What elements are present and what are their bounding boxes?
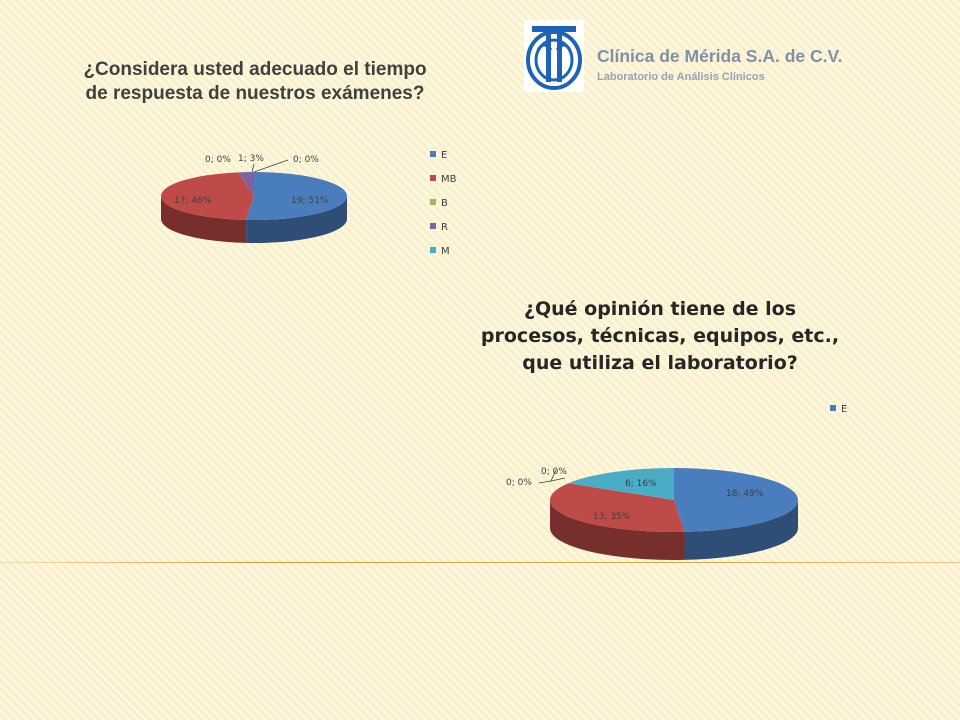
chart-2-slice-side-E (684, 500, 798, 560)
chart-2-data-label-B: 0; 0% (506, 478, 532, 488)
chart-2-data-label-E: 18; 49% (726, 489, 764, 499)
chart-1-data-label-E: 19; 51% (291, 196, 329, 206)
clinic-logo-icon (524, 20, 584, 92)
chart-2-data-label-R: 0; 0% (541, 467, 567, 477)
chart-1-legend-label: B (441, 198, 448, 209)
divider-line (0, 562, 960, 563)
chart-1-data-label-MB: 17; 46% (174, 196, 212, 206)
clinic-subtitle: Laboratorio de Análisis Clínicos (597, 71, 765, 83)
chart-2-data-label-M: 6; 16% (625, 479, 657, 489)
chart-2-title: ¿Qué opinión tiene de los procesos, técn… (480, 298, 840, 375)
chart-1-data-label-M: 0; 0% (293, 155, 319, 165)
chart-1-legend-swatch (430, 247, 436, 253)
chart-2-legend-swatch (830, 405, 836, 411)
chart-2-data-label-MB: 13; 35% (593, 512, 631, 522)
chart-2-slice-MB (550, 483, 685, 532)
chart-1-legend-item-E: E (430, 150, 447, 161)
chart-1-slice-side-MB (161, 196, 247, 243)
chart-2-legend-label: E (841, 404, 848, 415)
chart-1-data-label-R: 1; 3% (238, 154, 264, 164)
chart-1-legend-swatch (430, 223, 436, 229)
chart-1-legend-item-B: B (430, 198, 448, 209)
chart-1-legend-item-MB: MB (430, 174, 457, 185)
chart-1-legend-label: E (441, 150, 448, 161)
chart-1-leader-line (253, 159, 289, 173)
chart-1-legend-label: MB (441, 174, 457, 185)
chart-1-legend-swatch (430, 199, 436, 205)
chart-1-slice-R (238, 172, 254, 196)
chart-1-legend-swatch (430, 151, 436, 157)
chart-1-data-label-B: 0; 0% (205, 155, 231, 165)
chart-1-legend-label: R (441, 222, 448, 233)
chart-2-slice-M (568, 468, 674, 500)
chart-1-legend-swatch (430, 175, 436, 181)
chart-2-slice-E (674, 468, 798, 532)
chart-2-leader-line (550, 477, 566, 482)
chart-1-legend-label: M (441, 246, 450, 257)
clinic-name: Clínica de Mérida S.A. de C.V. (597, 46, 843, 66)
chart-1-leader-line (251, 163, 255, 173)
chart-2-slice-side-MB (550, 500, 685, 560)
chart-2-legend-item-E: E (830, 404, 847, 415)
chart-1-slice-E (246, 172, 347, 220)
chart-1-legend-item-M: M (430, 246, 450, 257)
chart-1-title: ¿Considera usted adecuado el tiempo de r… (83, 59, 427, 104)
chart-1-slice-side-E (246, 196, 347, 243)
chart-1-slice-MB (160, 172, 254, 220)
chart-1-legend-item-R: R (430, 222, 448, 233)
